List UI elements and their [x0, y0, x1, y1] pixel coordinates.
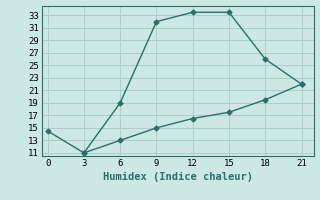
X-axis label: Humidex (Indice chaleur): Humidex (Indice chaleur)	[103, 172, 252, 182]
